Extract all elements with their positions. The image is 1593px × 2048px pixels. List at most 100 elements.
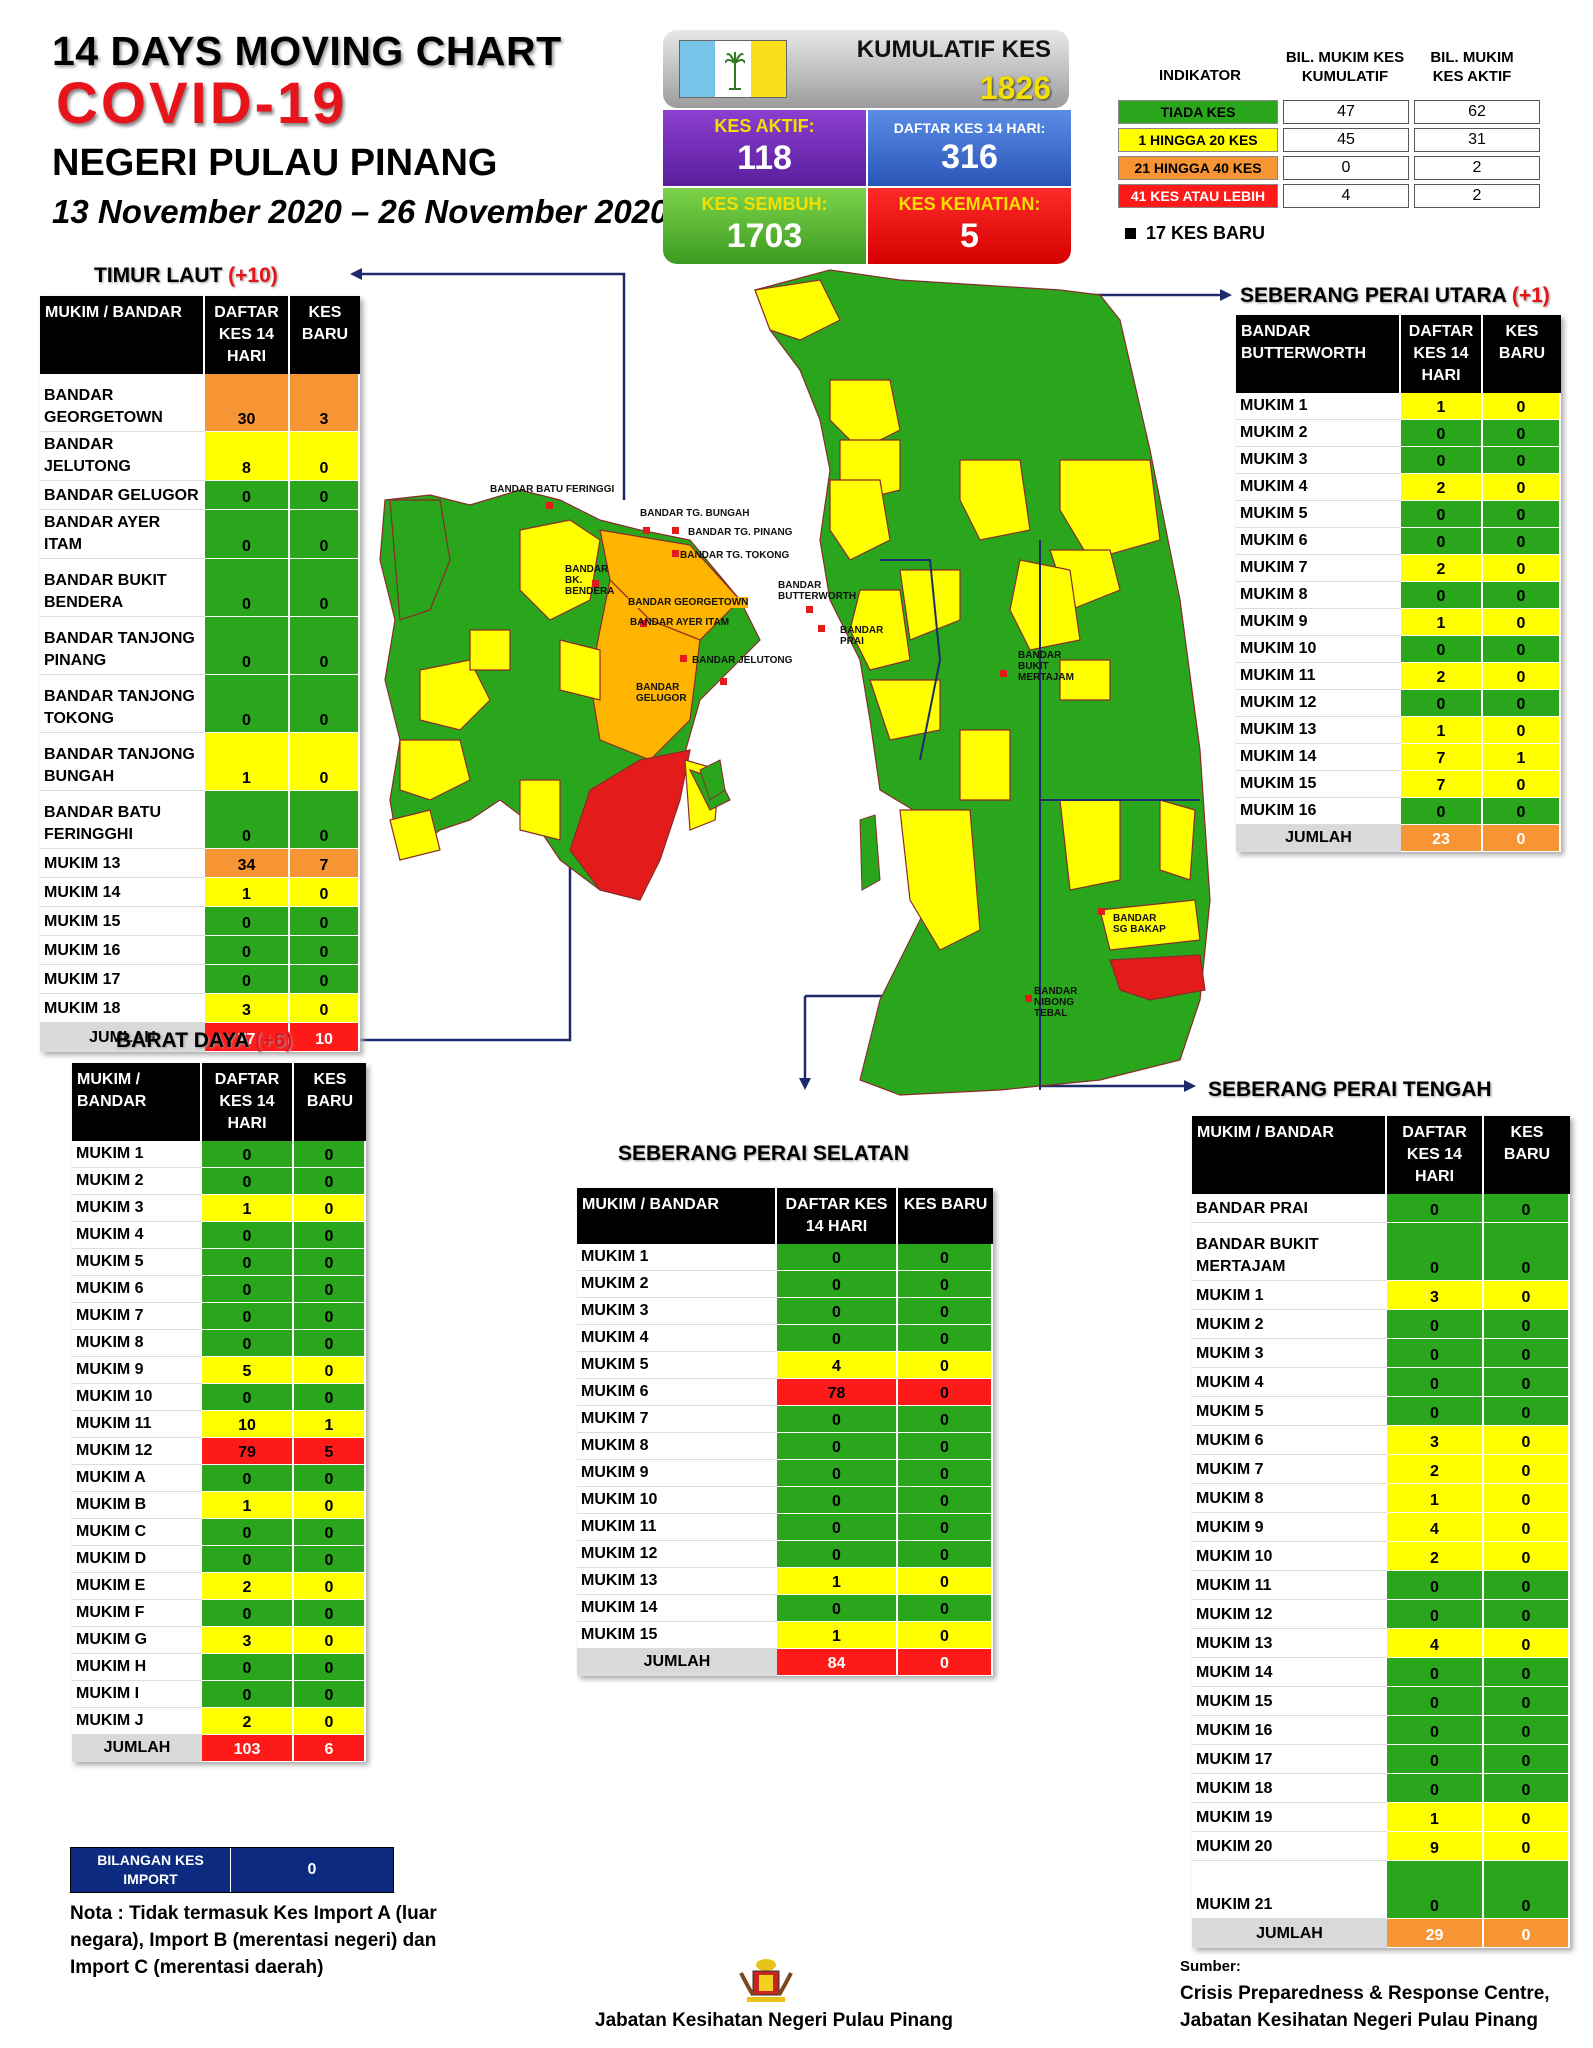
row-daftar: 0 bbox=[777, 1325, 898, 1352]
header-mukim: MUKIM / BANDAR bbox=[577, 1188, 777, 1244]
row-baru: 0 bbox=[1483, 474, 1561, 501]
row-daftar: 0 bbox=[1387, 1339, 1484, 1368]
row-baru: 0 bbox=[898, 1433, 993, 1460]
row-baru: 0 bbox=[898, 1568, 993, 1595]
row-daftar: 0 bbox=[205, 965, 290, 994]
header-mukim: MUKIM / BANDAR bbox=[72, 1063, 202, 1141]
table-row: MUKIM 15 7 0 bbox=[1236, 771, 1561, 798]
indicator-row: TIADA KES 47 62 bbox=[1118, 100, 1540, 124]
row-baru: 0 bbox=[294, 1222, 366, 1249]
row-name: MUKIM 10 bbox=[577, 1487, 777, 1514]
row-baru: 0 bbox=[898, 1271, 993, 1298]
row-daftar: 0 bbox=[777, 1487, 898, 1514]
row-name: BANDAR BUKIT BENDERA bbox=[40, 559, 205, 617]
row-baru: 0 bbox=[1484, 1861, 1570, 1919]
sps-table: MUKIM / BANDAR DAFTAR KES 14 HARI KES BARU… bbox=[577, 1188, 993, 1676]
table-row: MUKIM 15 1 0 bbox=[577, 1622, 993, 1649]
row-baru: 0 bbox=[898, 1460, 993, 1487]
row-daftar: 1 bbox=[1387, 1484, 1484, 1513]
row-daftar: 0 bbox=[777, 1595, 898, 1622]
table-row: MUKIM 18 3 0 bbox=[40, 994, 360, 1023]
row-baru: 0 bbox=[290, 510, 360, 559]
table-row: MUKIM 12 0 0 bbox=[1236, 690, 1561, 717]
row-baru: 0 bbox=[1483, 501, 1561, 528]
total-baru: 10 bbox=[290, 1023, 360, 1052]
date-range: 13 November 2020 – 26 November 2020 bbox=[52, 193, 669, 230]
row-daftar: 0 bbox=[202, 1600, 294, 1627]
table-row: MUKIM 13 1 0 bbox=[577, 1568, 993, 1595]
row-baru: 0 bbox=[294, 1141, 366, 1168]
daftar-kes-box: DAFTAR KES 14 HARI: 316 bbox=[868, 110, 1071, 186]
row-name: MUKIM 8 bbox=[1192, 1484, 1387, 1513]
table-row: BANDAR TANJONG TOKONG 0 0 bbox=[40, 675, 360, 733]
row-name: MUKIM 8 bbox=[1236, 582, 1401, 609]
row-baru: 0 bbox=[1483, 609, 1561, 636]
row-baru: 0 bbox=[898, 1622, 993, 1649]
row-baru: 0 bbox=[1484, 1223, 1570, 1281]
total-row: JUMLAH 29 0 bbox=[1192, 1919, 1570, 1948]
row-name: MUKIM 10 bbox=[1192, 1542, 1387, 1571]
table-row: MUKIM 6 78 0 bbox=[577, 1379, 993, 1406]
row-daftar: 0 bbox=[205, 907, 290, 936]
total-row: JUMLAH 84 0 bbox=[577, 1649, 993, 1676]
covid-title: COVID-19 bbox=[56, 71, 348, 136]
seberang-perai bbox=[754, 269, 1211, 1096]
row-name: MUKIM 2 bbox=[577, 1271, 777, 1298]
row-daftar: 0 bbox=[1387, 1194, 1484, 1223]
penang-flag-icon bbox=[679, 40, 787, 98]
map-label-prai: BANDAR PRAI bbox=[840, 625, 884, 647]
row-daftar: 0 bbox=[202, 1465, 294, 1492]
row-daftar: 0 bbox=[1387, 1687, 1484, 1716]
row-name: MUKIM 2 bbox=[1192, 1310, 1387, 1339]
kes-aktif-box: KES AKTIF: 118 bbox=[663, 110, 866, 186]
row-daftar: 4 bbox=[1387, 1629, 1484, 1658]
row-name: BANDAR GELUGOR bbox=[40, 481, 205, 510]
row-daftar: 1 bbox=[205, 878, 290, 907]
row-name: MUKIM 3 bbox=[577, 1298, 777, 1325]
row-name: BANDAR JELUTONG bbox=[40, 432, 205, 481]
row-daftar: 2 bbox=[202, 1708, 294, 1735]
row-baru: 0 bbox=[290, 481, 360, 510]
row-daftar: 0 bbox=[777, 1514, 898, 1541]
row-daftar: 2 bbox=[202, 1573, 294, 1600]
indicator-kumulatif: 47 bbox=[1283, 100, 1409, 124]
row-baru: 0 bbox=[294, 1303, 366, 1330]
row-daftar: 10 bbox=[202, 1411, 294, 1438]
row-name: MUKIM D bbox=[72, 1546, 202, 1573]
chart-title: 14 DAYS MOVING CHART bbox=[52, 28, 562, 74]
map-label-gelugor: BANDAR GELUGOR bbox=[636, 682, 687, 704]
row-name: MUKIM 6 bbox=[577, 1379, 777, 1406]
indicator-kumulatif: 4 bbox=[1283, 184, 1409, 208]
row-daftar: 0 bbox=[1387, 1571, 1484, 1600]
row-baru: 0 bbox=[898, 1325, 993, 1352]
row-name: MUKIM 7 bbox=[1192, 1455, 1387, 1484]
row-name: MUKIM 19 bbox=[1192, 1803, 1387, 1832]
row-baru: 0 bbox=[1484, 1571, 1570, 1600]
table-row: MUKIM 16 0 0 bbox=[1192, 1716, 1570, 1745]
row-daftar: 3 bbox=[205, 994, 290, 1023]
row-baru: 0 bbox=[1483, 393, 1561, 420]
row-name: MUKIM G bbox=[72, 1627, 202, 1654]
row-name: MUKIM I bbox=[72, 1681, 202, 1708]
row-baru: 0 bbox=[898, 1595, 993, 1622]
indicator-aktif: 62 bbox=[1414, 100, 1540, 124]
row-name: MUKIM 16 bbox=[40, 936, 205, 965]
row-baru: 0 bbox=[1483, 798, 1561, 825]
row-daftar: 7 bbox=[1401, 744, 1483, 771]
header-daftar: DAFTAR KES 14 HARI bbox=[1401, 315, 1483, 393]
row-name: MUKIM 16 bbox=[1192, 1716, 1387, 1745]
row-baru: 0 bbox=[290, 617, 360, 675]
row-baru: 0 bbox=[1483, 528, 1561, 555]
row-baru: 0 bbox=[294, 1357, 366, 1384]
row-daftar: 7 bbox=[1401, 771, 1483, 798]
row-daftar: 0 bbox=[1401, 582, 1483, 609]
